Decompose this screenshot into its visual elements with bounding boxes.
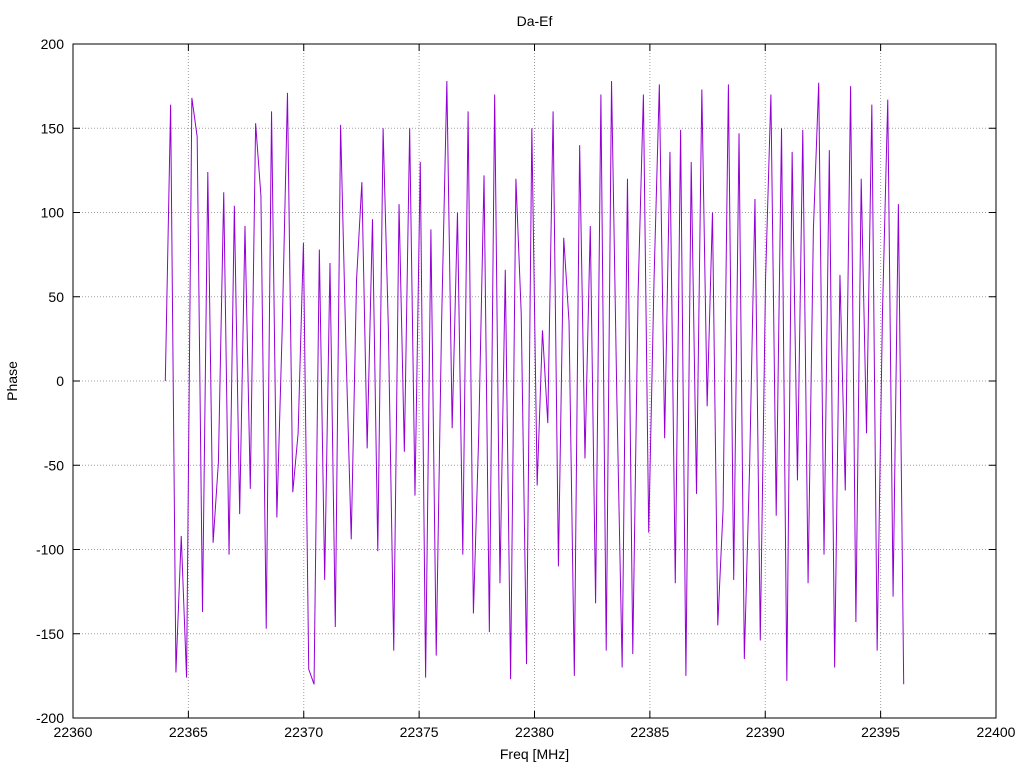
y-tick-label: -100 bbox=[36, 542, 64, 558]
x-tick-label: 22400 bbox=[977, 724, 1016, 740]
x-tick-label: 22360 bbox=[54, 724, 93, 740]
x-tick-label: 22380 bbox=[515, 724, 554, 740]
y-axis-title: Phase bbox=[4, 361, 20, 401]
y-tick-label: -150 bbox=[36, 626, 64, 642]
x-tick-label: 22385 bbox=[630, 724, 669, 740]
x-tick-label: 22375 bbox=[400, 724, 439, 740]
x-tick-label: 22395 bbox=[861, 724, 900, 740]
y-tick-label: -50 bbox=[44, 457, 64, 473]
y-tick-label: 150 bbox=[41, 120, 65, 136]
y-tick-label: 200 bbox=[41, 36, 65, 52]
x-tick-label: 22365 bbox=[169, 724, 208, 740]
phase-series-line bbox=[164, 81, 905, 685]
x-tick-label: 22370 bbox=[284, 724, 323, 740]
axis-ticks: 22360 22365 22370 22375 22380 22385 22390 22395… bbox=[36, 36, 1016, 740]
y-tick-label: 0 bbox=[56, 373, 64, 389]
y-tick-label: -200 bbox=[36, 710, 64, 726]
x-tick-label: 22390 bbox=[746, 724, 785, 740]
y-tick-label: 50 bbox=[48, 289, 64, 305]
series-layer bbox=[164, 81, 905, 685]
y-tick-label: 100 bbox=[41, 205, 65, 221]
chart-title: Da-Ef bbox=[517, 13, 553, 29]
x-axis-title: Freq [MHz] bbox=[500, 746, 569, 762]
